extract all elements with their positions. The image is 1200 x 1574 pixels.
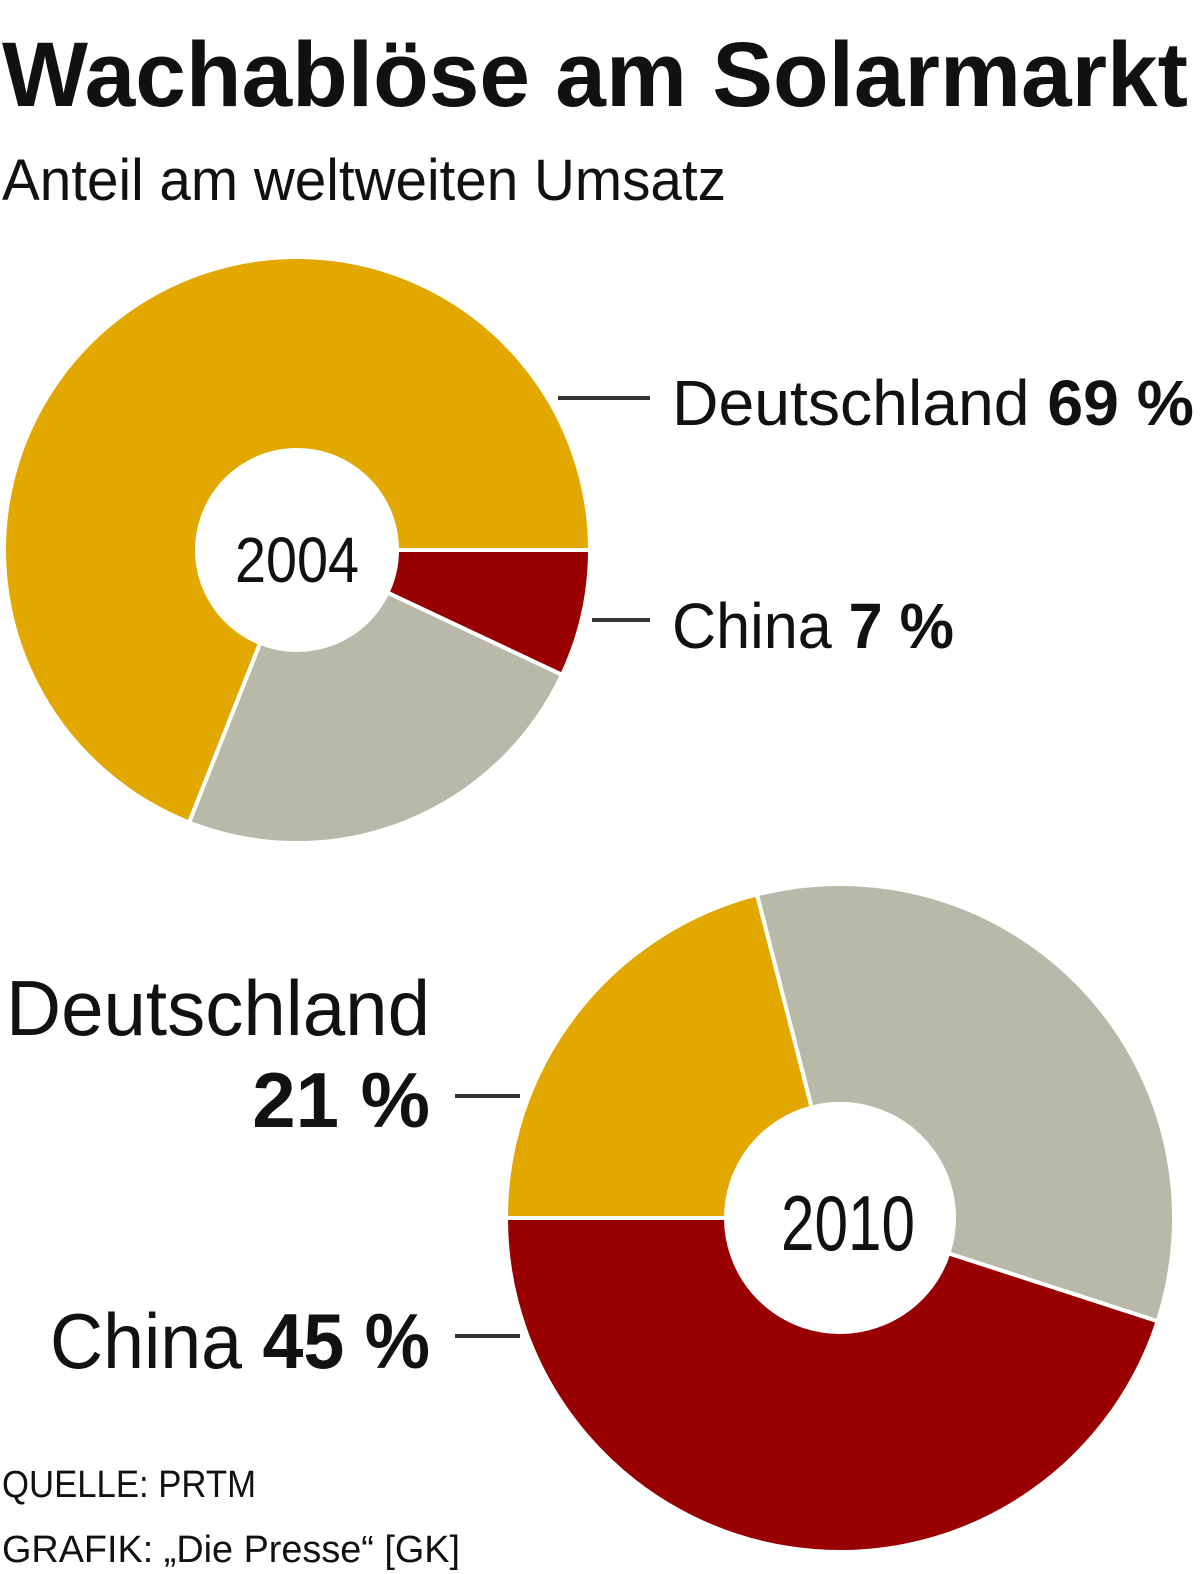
credit: GRAFIK: „Die Presse“ [GK] [2, 1529, 460, 1571]
category-label: China [672, 590, 832, 662]
slice-label: Deutschland 69 % [672, 367, 1194, 439]
chart-title: Wachablöse am Solarmarkt [2, 24, 1188, 126]
category-label: China [50, 1297, 243, 1385]
value-label: 45 % [262, 1297, 430, 1385]
category-label: Deutschland [6, 964, 430, 1052]
pie-slice [384, 548, 593, 678]
center-label: 2010 [781, 1179, 915, 1267]
chart-subtitle: Anteil am weltweiten Umsatz [2, 148, 726, 213]
pie-slice [503, 1216, 1161, 1554]
pie-slice [503, 892, 815, 1220]
center-label: 2004 [235, 524, 359, 596]
value-label: 69 % [1047, 367, 1194, 439]
pie-2010 [503, 882, 1176, 1554]
slice-label: China 45 % [50, 1297, 430, 1385]
pie-2004 [2, 255, 593, 845]
slice-label: China 7 % [672, 590, 954, 662]
pie-slice [754, 882, 1176, 1324]
category-label: Deutschland [672, 367, 1030, 439]
pie-slice [186, 589, 565, 845]
value-label: 21 % [252, 1056, 430, 1144]
source: QUELLE: PRTM [2, 1464, 256, 1506]
value-label: 7 % [849, 590, 954, 662]
pie-slice [2, 255, 593, 826]
